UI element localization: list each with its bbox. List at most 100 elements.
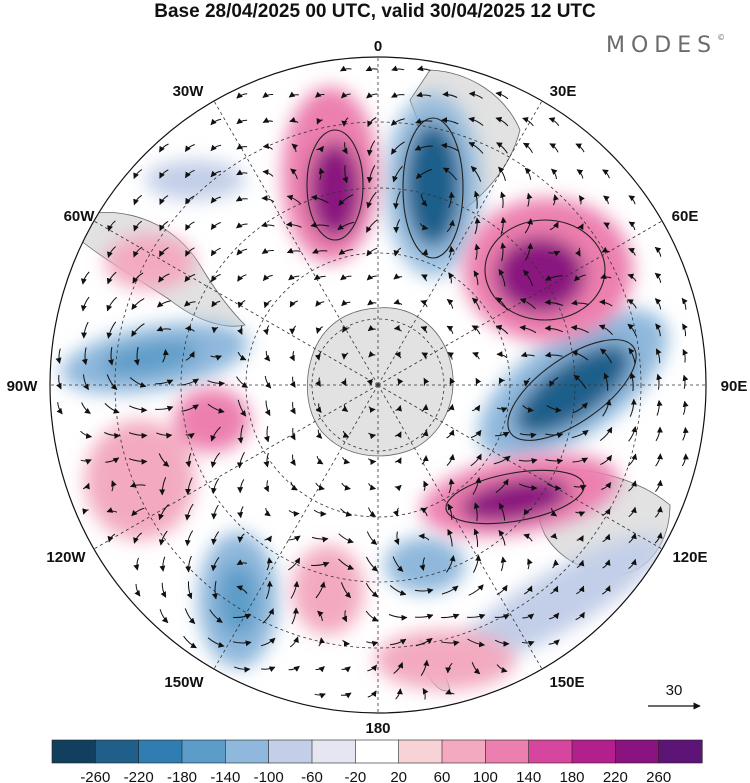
wind-vector-arrow xyxy=(210,478,220,495)
wind-vector-arrow xyxy=(415,613,434,620)
reference-vector-value: 30 xyxy=(666,682,683,699)
wind-vector-arrow xyxy=(210,273,221,283)
wind-vector-arrow xyxy=(316,117,323,125)
wind-vector-arrow xyxy=(341,404,349,412)
wind-vector-arrow xyxy=(549,143,559,153)
wind-vector-arrow xyxy=(603,222,610,230)
wind-vector-arrow xyxy=(655,348,662,364)
wind-vector-arrow xyxy=(628,480,637,492)
wind-vector-arrow xyxy=(133,557,140,571)
lon-label-150e: 150E xyxy=(549,674,584,691)
wind-vector-arrow xyxy=(578,195,585,205)
wind-vector-arrow xyxy=(260,637,276,647)
colorbar-swatch xyxy=(138,739,183,764)
wind-vector-arrow xyxy=(498,166,506,182)
wind-vector-arrow xyxy=(551,168,558,180)
wind-vector-arrow xyxy=(340,274,352,281)
wind-vector-arrow xyxy=(468,116,484,126)
wind-vector-arrow xyxy=(236,92,248,99)
wind-vector-arrow xyxy=(133,532,143,544)
wind-vector-arrow xyxy=(628,532,637,544)
colorbar-tick-label: 140 xyxy=(516,769,541,783)
wind-vector-arrow xyxy=(106,296,117,312)
colorbar-tick-label: 60 xyxy=(434,769,451,783)
wind-vector-arrow xyxy=(159,247,169,258)
wind-vector-arrow xyxy=(261,221,275,228)
wind-vector-arrow xyxy=(266,557,273,571)
wind-vector-arrow xyxy=(318,167,325,180)
wind-vector-arrow xyxy=(237,351,247,361)
wind-vector-arrow xyxy=(80,296,90,312)
wind-vector-arrow xyxy=(105,457,120,464)
wind-vector-arrow xyxy=(104,432,121,439)
colorbar-tick-label: 220 xyxy=(603,769,628,783)
wind-vector-arrow xyxy=(599,426,613,442)
wind-vector-arrow xyxy=(394,484,402,492)
wind-vector-arrow xyxy=(236,118,248,125)
wind-vector-arrow xyxy=(286,194,302,205)
wind-vector-arrow xyxy=(261,666,276,673)
wind-vector-arrow xyxy=(237,424,244,444)
wind-vector-arrow xyxy=(391,65,405,72)
wind-vector-arrow xyxy=(522,142,533,154)
wind-vector-arrow xyxy=(392,191,401,210)
colorbar-swatch xyxy=(355,739,400,764)
wind-vector-arrow xyxy=(494,614,510,620)
wind-vector-arrow xyxy=(318,637,325,647)
wind-vector-arrow xyxy=(471,662,481,675)
wind-vector-arrow xyxy=(288,274,300,281)
wind-vector-arrow xyxy=(393,219,401,234)
wind-vector-arrow xyxy=(289,428,296,441)
trough-south-atlantic-core xyxy=(405,123,461,247)
wind-vector-arrow xyxy=(446,325,454,334)
wind-vector-arrow xyxy=(237,274,247,282)
wind-vector-arrow xyxy=(184,530,194,547)
wind-vector-arrow xyxy=(474,217,481,235)
wind-vector-arrow xyxy=(601,585,611,595)
wind-vector-arrow xyxy=(446,555,456,573)
wind-vector-arrow xyxy=(446,219,455,233)
wind-vector-arrow xyxy=(498,529,506,546)
wind-vector-arrow xyxy=(445,662,453,674)
wind-vector-arrow xyxy=(159,220,169,232)
wind-vector-arrow xyxy=(159,195,169,205)
wind-vector-arrow xyxy=(524,242,534,261)
wind-vector-arrow xyxy=(440,640,460,647)
wind-vector-arrow xyxy=(448,245,455,258)
wind-vector-arrow xyxy=(184,300,196,307)
wind-vector-arrow xyxy=(285,221,302,228)
wind-vector-arrow xyxy=(603,195,610,205)
wind-vector-arrow xyxy=(496,407,508,413)
wind-vector-arrow xyxy=(550,507,557,517)
wind-vector-arrow xyxy=(159,556,166,572)
wind-vector-arrow xyxy=(342,326,350,333)
wind-vector-arrow xyxy=(341,610,348,623)
wind-vector-arrow xyxy=(237,479,245,494)
wind-vector-arrow xyxy=(523,533,533,542)
wind-vector-arrow xyxy=(390,118,405,126)
colorbar-tick-label: 100 xyxy=(473,769,498,783)
map-title: Base 28/04/2025 00 UTC, valid 30/04/2025… xyxy=(154,1,596,22)
wind-vector-arrow xyxy=(341,142,348,155)
wind-vector-arrow xyxy=(261,248,274,254)
colorbar-swatch xyxy=(571,739,616,764)
brand-text: MODES xyxy=(606,33,718,58)
wind-vector-arrow xyxy=(310,194,329,204)
wind-vector-arrow xyxy=(393,324,402,332)
trough-south-pacific-east-core xyxy=(100,340,200,376)
wind-vector-arrow xyxy=(498,268,506,287)
wind-vector-arrow xyxy=(395,405,402,412)
reference-vector: 30 xyxy=(648,682,701,710)
wind-vector-arrow xyxy=(159,143,169,153)
wind-vector-arrow xyxy=(367,324,376,332)
wind-vector-arrow xyxy=(655,426,663,442)
wind-vector-arrow xyxy=(237,325,243,335)
wind-vector-arrow xyxy=(237,533,245,543)
wind-vector-arrow xyxy=(340,692,352,699)
wind-vector-arrow xyxy=(654,246,662,257)
wind-vector-arrow xyxy=(185,555,192,573)
wind-vector-arrow xyxy=(470,453,482,467)
wind-vector-arrow xyxy=(185,351,195,361)
wind-vector-arrow xyxy=(365,582,379,598)
wind-vector-arrow xyxy=(549,612,560,620)
